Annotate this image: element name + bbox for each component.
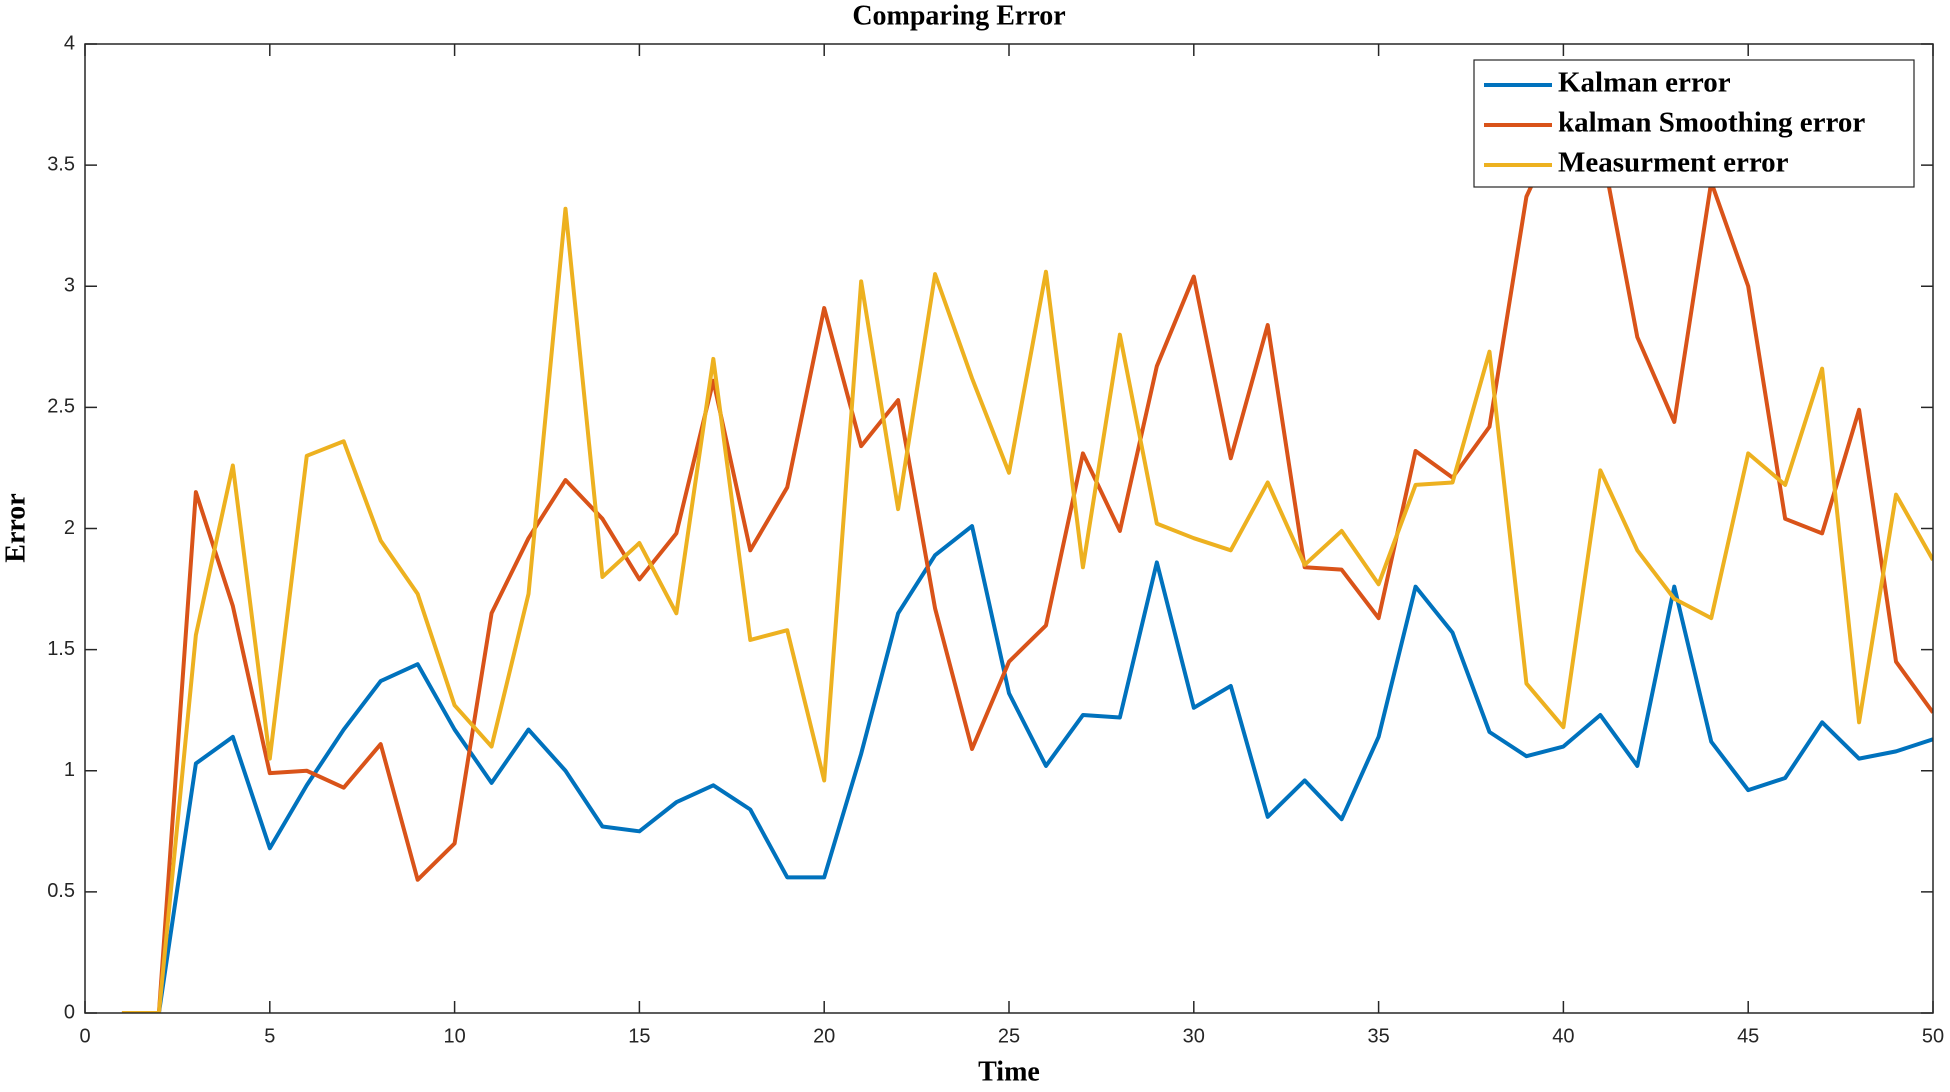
x-tick-label: 30 [1183, 1025, 1205, 1047]
series-line [121, 206, 1933, 1013]
chart-title: Comparing Error [852, 0, 1065, 31]
y-tick-label: 3 [64, 275, 75, 297]
axes-box [84, 43, 1934, 1014]
x-axis-label: Time [978, 1056, 1040, 1087]
y-tick-label: 4 [64, 32, 75, 54]
legend-label: Kalman error [1558, 67, 1731, 99]
series-line [121, 114, 1933, 1013]
y-tick-label: 3.5 [47, 153, 75, 175]
legend-label: kalman Smoothing error [1558, 107, 1865, 139]
x-tick-label: 40 [1552, 1025, 1574, 1047]
x-tick-label: 15 [628, 1025, 650, 1047]
y-tick-label: 2 [64, 517, 75, 539]
legend-label: Measurment error [1558, 147, 1789, 179]
x-tick-label: 20 [813, 1025, 835, 1047]
y-tick-label: 0.5 [47, 880, 75, 902]
series-line [121, 524, 1933, 1013]
x-tick-label: 25 [998, 1025, 1020, 1047]
y-tick-label: 1.5 [47, 638, 75, 660]
y-tick-label: 1 [64, 759, 75, 781]
y-tick-label: 2.5 [47, 396, 75, 418]
x-tick-label: 0 [79, 1025, 90, 1047]
y-axis-label: Error [0, 493, 31, 562]
x-tick-label: 50 [1922, 1025, 1944, 1047]
legend: Kalman error kalman Smoothing error Measur… [1473, 59, 1915, 188]
x-tick-label: 35 [1367, 1025, 1389, 1047]
plot-area [121, 114, 1933, 1013]
x-tick-label: 10 [443, 1025, 465, 1047]
x-tick-label: 45 [1737, 1025, 1759, 1047]
x-tick-label: 5 [264, 1025, 275, 1047]
y-tick-label: 0 [64, 1001, 75, 1023]
